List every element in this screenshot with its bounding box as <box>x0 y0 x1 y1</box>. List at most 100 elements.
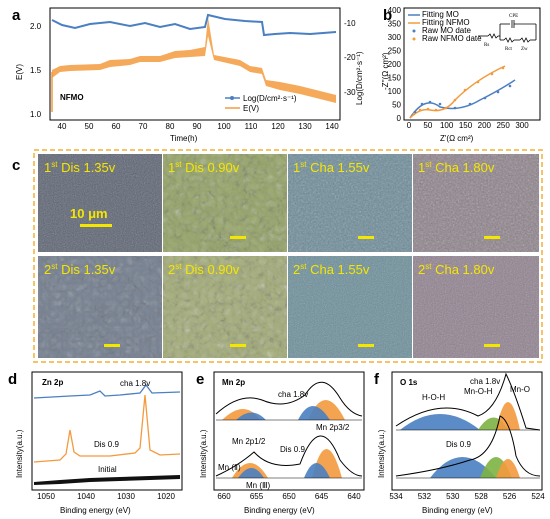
sem-label-3: 1st Cha 1.55v <box>293 160 370 175</box>
scale-bar-8 <box>484 344 500 347</box>
equivalent-circuit: CPE Rs Rct Zw <box>478 14 537 52</box>
panel-letter-d: d <box>8 371 17 388</box>
panel-letter-a: a <box>12 7 21 24</box>
sem-label-7: 2st Cha 1.55v <box>293 262 370 277</box>
o-cha-envelope <box>395 372 541 431</box>
scale-bar-7 <box>358 344 374 347</box>
voltage-band <box>52 17 336 103</box>
b-xtick-4: 200 <box>478 121 492 130</box>
panel-a-frame <box>49 7 341 121</box>
o-label-dis: Dis 0.9 <box>446 440 471 449</box>
scale-bar-4 <box>484 236 500 239</box>
legend-diffusion-label: Log(D/cm²·s⁻¹) <box>243 94 297 103</box>
panel-a-ylabel-left: E(V) <box>15 64 24 80</box>
panel-letter-c: c <box>12 157 20 174</box>
mn-label-dis: Dis 0.9 <box>280 445 305 454</box>
a-xtick-6: 100 <box>217 122 231 131</box>
panel-a-xlabel: Time(h) <box>170 134 198 143</box>
panel-a-sample-label: NFMO <box>60 93 84 102</box>
panel-f-ylabel: Intensity(a.u.) <box>377 429 386 478</box>
mn-cha-peak-4 <box>298 406 330 420</box>
o-cha-peak-1 <box>400 414 480 430</box>
circuit-label-zw: Zw <box>521 47 528 52</box>
mn-dis-envelope <box>215 435 363 477</box>
o-dis-envelope <box>395 415 541 477</box>
legend-fit-nfmo: Fitting NFMO <box>422 18 470 27</box>
a-xtick-2: 60 <box>112 122 121 131</box>
o-label-mno: Mn-O <box>510 385 530 394</box>
mn-cha-envelope <box>215 381 363 417</box>
sem-label-6: 2st Dis 0.90v <box>168 262 240 277</box>
o-label-cha: cha 1.8v <box>470 377 500 386</box>
b-ytick-8: 400 <box>388 6 402 15</box>
b-ytick-3: 150 <box>388 74 402 83</box>
panel-letter-b: b <box>383 7 392 24</box>
legend-raw-nfmo: Raw NFMO date <box>422 34 482 43</box>
panel-b: b Fitting MO Fitting NFMO Raw MO date Ra… <box>381 6 541 143</box>
mn-cha-peak-2 <box>236 412 266 420</box>
f-xtick-2: 530 <box>446 492 460 501</box>
f-xtick-5: 524 <box>531 492 545 501</box>
d-xtick-3: 1020 <box>157 492 175 501</box>
b-ytick-2: 100 <box>388 87 402 96</box>
circuit-label-rs: Rs <box>484 43 489 48</box>
scale-bar-1 <box>80 224 112 227</box>
a-xtick-8: 120 <box>271 122 285 131</box>
b-ytick-0: 0 <box>397 114 402 123</box>
mn-label-cha: cha 1.8v <box>278 390 308 399</box>
sem-image-6: 2st Dis 0.90v <box>163 256 287 358</box>
legend-raw-nfmo-marker <box>412 37 416 41</box>
d-xtick-0: 1050 <box>37 492 55 501</box>
zn-initial-curve <box>34 475 180 485</box>
sem-image-3: 1st Cha 1.55v <box>288 154 412 252</box>
panel-a-ylabel-right: Log(D/cm²·s⁻¹) <box>355 51 364 105</box>
e-xtick-1: 655 <box>250 492 264 501</box>
b-xtick-3: 150 <box>459 121 473 130</box>
scale-bar-2 <box>230 236 246 239</box>
a-xtick-5: 90 <box>193 122 202 131</box>
b-ytick-4: 200 <box>388 60 402 69</box>
e-xtick-3: 645 <box>315 492 329 501</box>
zn-label-initial: Initial <box>98 465 117 474</box>
a-ytick-left-2: 1.5 <box>30 66 42 75</box>
b-xtick-1: 50 <box>423 121 432 130</box>
d-xtick-1: 1040 <box>77 492 95 501</box>
b-xtick-6: 300 <box>515 121 529 130</box>
panel-e-xlabel: Binding energy (eV) <box>244 506 315 515</box>
a-xtick-0: 40 <box>58 122 67 131</box>
o-label-mnoh: Mn-O-H <box>464 387 493 396</box>
panel-f: f O 1s cha 1.8v H-O-H Mn-O-H Mn-O Dis 0.… <box>374 371 545 515</box>
f-xtick-3: 528 <box>475 492 489 501</box>
sem-image-4: 1st Cha 1.80v <box>413 154 539 252</box>
raw-nfmo-points <box>412 66 505 116</box>
scale-bar-label: 10 μm <box>70 206 108 221</box>
panel-c: c 1st Dis 1.35v 10 μm 1st Dis 0.90v 1st … <box>12 149 543 363</box>
o-cha-peak-3 <box>496 402 520 430</box>
zn-label-dis: Dis 0.9 <box>94 440 119 449</box>
panel-d-frame <box>31 371 183 491</box>
zn-dis-curve <box>33 394 181 463</box>
f-xtick-4: 526 <box>503 492 517 501</box>
panel-d-ylabel: Intensity(a.u.) <box>15 429 24 478</box>
mn-dis-peak-2 <box>238 468 264 478</box>
sem-label-4: 1st Cha 1.80v <box>418 160 495 175</box>
legend-voltage-label: E(V) <box>243 104 259 113</box>
e-xtick-2: 650 <box>282 492 296 501</box>
a-ytick-left-1: 1.0 <box>30 110 42 119</box>
a-ytick-left-3: 2.0 <box>30 22 42 31</box>
o-dis-peak-1 <box>430 457 496 478</box>
sem-label-5: 2st Dis 1.35v <box>44 262 116 277</box>
sem-label-8: 2st Cha 1.80v <box>418 262 495 277</box>
f-xtick-0: 534 <box>389 492 403 501</box>
legend-fit-mo: Fitting MO <box>422 10 459 19</box>
a-xtick-10: 140 <box>325 122 339 131</box>
o-label-hoh: H-O-H <box>422 393 445 402</box>
scale-bar-5 <box>104 344 120 347</box>
mn-label-2p12: Mn 2p1/2 <box>232 437 266 446</box>
scale-bar-3 <box>358 236 374 239</box>
a-ytick-right-2: -20 <box>344 53 356 62</box>
b-xtick-2: 100 <box>440 121 454 130</box>
panel-d-xlabel: Binding energy (eV) <box>60 506 131 515</box>
panel-b-ylabel: -Z''(Ω cm²) <box>381 52 390 90</box>
b-ytick-1: 50 <box>392 101 401 110</box>
